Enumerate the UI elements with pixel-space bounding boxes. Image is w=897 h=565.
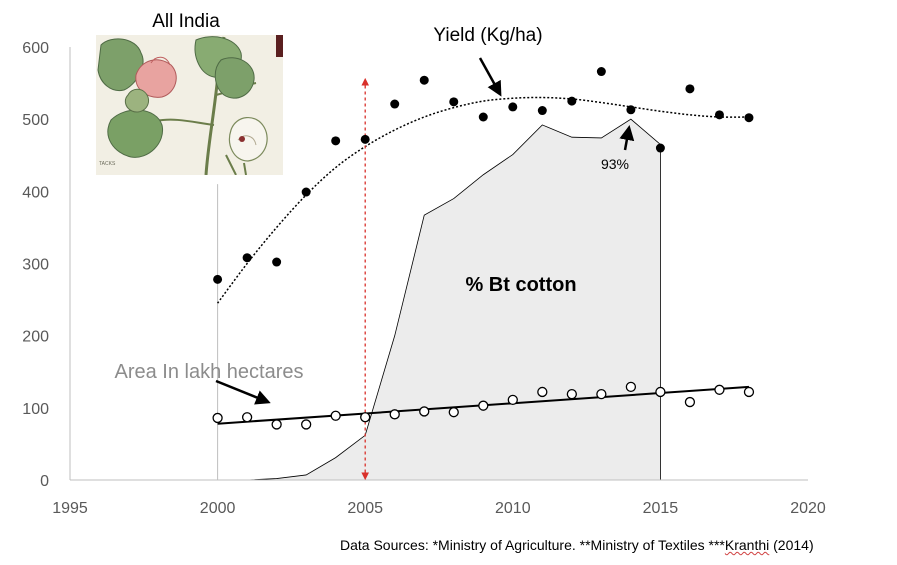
yield-label: Yield (Kg/ha) xyxy=(433,25,542,46)
area-point xyxy=(566,388,577,400)
yield-series-points xyxy=(213,67,754,284)
area-point xyxy=(625,381,637,393)
x-tick-labels: 1995 2000 2005 2010 2015 2020 xyxy=(52,500,826,517)
area-point xyxy=(301,419,312,430)
svg-text:TACKS: TACKS xyxy=(99,161,116,167)
area-point xyxy=(596,388,607,400)
yield-point xyxy=(331,136,341,146)
area-series-points xyxy=(212,381,755,430)
yield-point xyxy=(449,97,459,107)
yield-point xyxy=(508,102,518,112)
area-point xyxy=(271,419,282,430)
area-point xyxy=(212,412,223,424)
yield-point xyxy=(419,75,429,85)
yield-point xyxy=(596,67,606,77)
bt-cotton-area xyxy=(217,118,661,481)
footer-author: Kranthi xyxy=(724,537,770,553)
y-tick-500: 500 xyxy=(22,112,49,129)
area-point xyxy=(743,386,755,398)
yield-point xyxy=(567,96,577,106)
yield-point xyxy=(301,187,311,197)
area-label: Area In lakh hectares xyxy=(115,361,304,383)
area-point xyxy=(537,386,548,398)
x-tick-2005: 2005 xyxy=(347,500,383,517)
y-tick-labels: 0 100 200 300 400 500 600 xyxy=(22,40,49,490)
yield-point xyxy=(360,134,370,144)
x-tick-2020: 2020 xyxy=(790,500,826,517)
yield-point xyxy=(390,99,400,109)
area-point xyxy=(448,407,459,418)
x-tick-2010: 2010 xyxy=(495,500,531,517)
x-tick-2015: 2015 xyxy=(643,500,679,517)
y-tick-100: 100 xyxy=(22,401,49,418)
yield-arrow xyxy=(478,57,502,97)
yield-point xyxy=(213,274,223,284)
y-tick-300: 300 xyxy=(22,257,49,274)
pct-arrow xyxy=(619,125,635,151)
y-tick-600: 600 xyxy=(22,40,49,57)
area-point xyxy=(241,412,253,423)
area-arrow xyxy=(215,379,271,405)
y-tick-400: 400 xyxy=(22,184,49,201)
footer-prefix: Data Sources: *Ministry of Agriculture. … xyxy=(340,537,725,553)
area-point xyxy=(419,406,430,417)
x-tick-1995: 1995 xyxy=(52,500,88,517)
yield-point xyxy=(685,84,695,94)
yield-point xyxy=(272,257,282,267)
x-tick-2000: 2000 xyxy=(200,500,236,517)
area-point xyxy=(478,400,489,411)
area-point xyxy=(714,384,725,395)
yield-point xyxy=(478,112,488,122)
yield-point xyxy=(242,253,252,263)
area-point xyxy=(330,410,341,421)
yield-point xyxy=(655,143,665,153)
y-tick-200: 200 xyxy=(22,329,49,346)
area-point xyxy=(389,409,400,420)
cotton-plant-illustration: TACKS xyxy=(96,35,283,175)
data-sources-footer: Data Sources: *Ministry of Agriculture. … xyxy=(340,537,814,553)
yield-point xyxy=(537,106,547,116)
pct-label: 93% xyxy=(601,156,629,172)
y-tick-0: 0 xyxy=(40,473,49,490)
area-point xyxy=(684,396,696,408)
yield-point xyxy=(744,113,754,123)
yield-point xyxy=(714,110,724,120)
yield-point xyxy=(626,105,636,115)
area-point xyxy=(507,394,518,406)
area-point xyxy=(655,386,666,398)
bt-cotton-label: % Bt cotton xyxy=(465,274,576,296)
area-point xyxy=(360,412,371,423)
chart-title: All India xyxy=(152,11,220,32)
footer-suffix: (2014) xyxy=(769,537,814,553)
